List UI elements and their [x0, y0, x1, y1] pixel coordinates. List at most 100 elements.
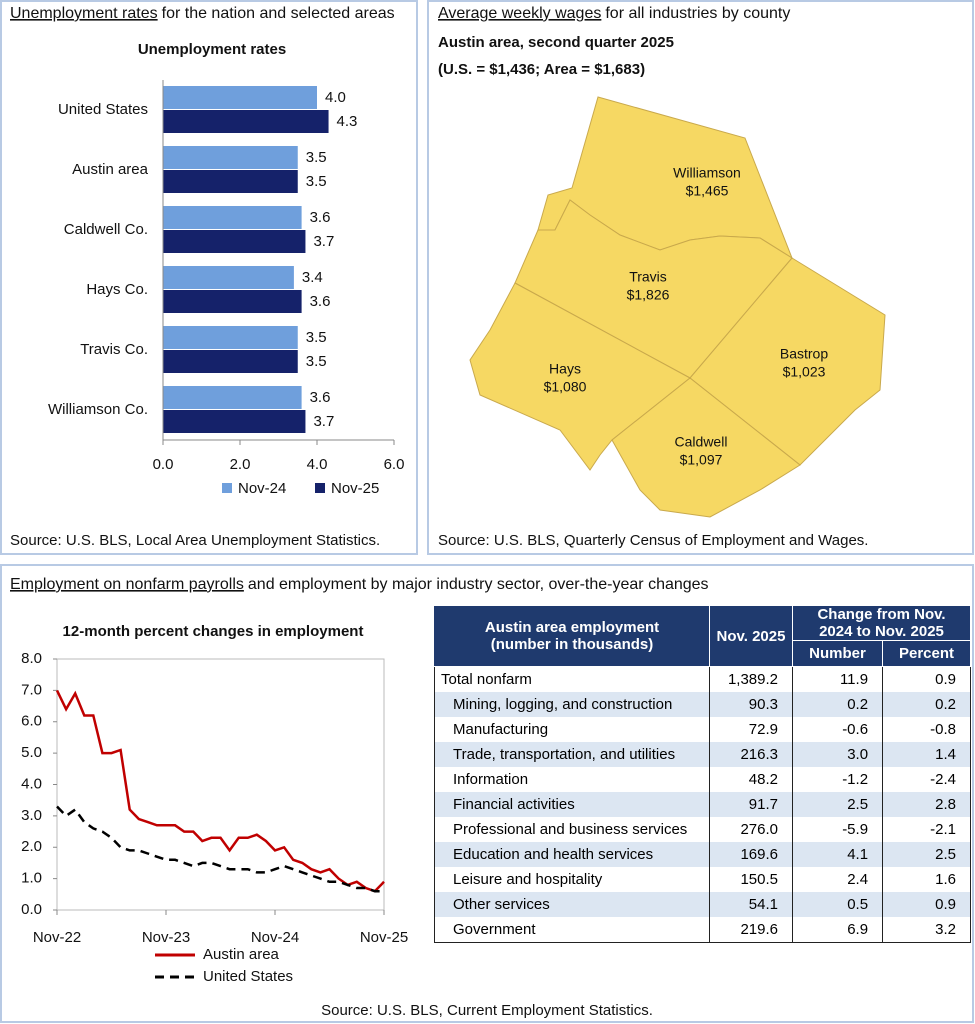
- county-wage: $1,097: [680, 452, 723, 468]
- table-cell: 11.9: [791, 666, 884, 692]
- bar: [163, 230, 306, 253]
- table-row: Financial activities 91.7 2.5 2.8: [434, 792, 971, 817]
- table-row: Mining, logging, and construction 90.3 0.2…: [434, 692, 971, 717]
- table-cell: 276.0: [709, 817, 793, 842]
- category-label: Caldwell Co.: [64, 221, 148, 238]
- bar: [163, 386, 302, 409]
- y-tick-label: 0.0: [21, 901, 42, 918]
- table-cell: 3.2: [882, 917, 971, 943]
- chart-title: Unemployment rates: [138, 41, 286, 58]
- county-wage: $1,465: [686, 183, 729, 199]
- table-cell: 72.9: [709, 717, 793, 742]
- county-name: Bastrop: [780, 346, 828, 362]
- table-cell: 3.0: [791, 742, 884, 767]
- bar: [163, 110, 329, 133]
- value-label: 3.6: [310, 293, 331, 310]
- table-cell: 2.5: [791, 792, 884, 817]
- x-tick-label: 2.0: [230, 456, 251, 473]
- table-cell: 1,389.2: [709, 666, 793, 692]
- source: Source: U.S. BLS, Current Employment Sta…: [321, 1002, 653, 1019]
- value-label: 4.0: [325, 89, 346, 106]
- table-cell: 2.4: [791, 867, 884, 892]
- legend-swatch: [222, 483, 232, 493]
- x-tick-label: 0.0: [153, 456, 174, 473]
- heading-link[interactable]: Average weekly wages: [438, 5, 601, 22]
- legend-swatch: [315, 483, 325, 493]
- table-cell: 6.9: [791, 917, 884, 943]
- header-row: Austin area employment (number in thousan…: [434, 605, 971, 667]
- panel-border: [427, 0, 974, 555]
- table-cell: 0.5: [791, 892, 884, 917]
- table-cell: Government: [434, 917, 710, 943]
- bar: [163, 326, 298, 349]
- panel-heading: Unemployment rates for the nation and sel…: [10, 5, 395, 22]
- table-cell: Financial activities: [434, 792, 710, 817]
- header-cell: Percent: [882, 640, 971, 667]
- table-cell: -0.6: [791, 717, 884, 742]
- table-cell: 219.6: [709, 917, 793, 943]
- y-tick-label: 7.0: [21, 681, 42, 698]
- table-cell: -2.4: [882, 767, 971, 792]
- category-label: Williamson Co.: [48, 401, 148, 418]
- table-cell: 2.5: [882, 842, 971, 867]
- table-cell: 91.7: [709, 792, 793, 817]
- county-name: Travis: [629, 269, 667, 285]
- table-cell: Total nonfarm: [434, 666, 710, 692]
- map-subtitle: Austin area, second quarter 2025: [438, 34, 674, 51]
- table-cell: 0.2: [791, 692, 884, 717]
- county-name: Hays: [549, 361, 581, 377]
- value-label: 3.6: [310, 389, 331, 406]
- y-tick-label: 4.0: [21, 775, 42, 792]
- value-label: 3.6: [310, 209, 331, 226]
- legend-label: United States: [203, 968, 293, 985]
- table-cell: -0.8: [882, 717, 971, 742]
- table-cell: 150.5: [709, 867, 793, 892]
- source: Source: U.S. BLS, Local Area Unemploymen…: [10, 532, 380, 549]
- series-line: [55, 689, 385, 893]
- table-cell: Information: [434, 767, 710, 792]
- header-cell: Change from Nov. 2024 to Nov. 2025: [792, 605, 971, 641]
- x-tick-label: 6.0: [384, 456, 405, 473]
- table-cell: Other services: [434, 892, 710, 917]
- header-cell: Number: [791, 640, 884, 667]
- bar: [163, 410, 306, 433]
- table-cell: -2.1: [882, 817, 971, 842]
- header-cell: Austin area employment (number in thousan…: [434, 605, 710, 667]
- x-tick-label: Nov-23: [142, 929, 190, 946]
- value-label: 4.3: [337, 113, 358, 130]
- value-label: 3.5: [306, 329, 327, 346]
- table-cell: Trade, transportation, and utilities: [434, 742, 710, 767]
- x-tick-label: Nov-24: [251, 929, 299, 946]
- map: [469, 96, 886, 518]
- legend-label: Austin area: [203, 946, 280, 963]
- y-tick-label: 2.0: [21, 838, 42, 855]
- table-cell: 1.4: [882, 742, 971, 767]
- heading-link[interactable]: Employment on nonfarm payrolls: [10, 576, 244, 593]
- table-row: Government 219.6 6.9 3.2: [434, 917, 971, 943]
- table-cell: 4.1: [791, 842, 884, 867]
- table-cell: 0.2: [882, 692, 971, 717]
- category-label: Travis Co.: [80, 341, 148, 358]
- employment-table: Austin area employment (number in thousan…: [434, 605, 971, 943]
- table-cell: 2.8: [882, 792, 971, 817]
- header-row: Number Percent: [435, 640, 971, 667]
- table-cell: 169.6: [709, 842, 793, 867]
- table-cell: 48.2: [709, 767, 793, 792]
- county-name: Caldwell: [675, 434, 728, 450]
- table-cell: Mining, logging, and construction: [434, 692, 710, 717]
- table-cell: -5.9: [791, 817, 884, 842]
- bar: [163, 290, 302, 313]
- value-label: 3.5: [306, 173, 327, 190]
- table-row: Trade, transportation, and utilities 216.…: [434, 742, 971, 767]
- table-cell: 90.3: [709, 692, 793, 717]
- heading-link[interactable]: Unemployment rates: [10, 5, 158, 22]
- county-wage: $1,826: [627, 287, 670, 303]
- bar: [163, 170, 298, 193]
- value-label: 3.5: [306, 149, 327, 166]
- heading-text: for the nation and selected areas: [162, 5, 395, 22]
- county-wage: $1,023: [783, 364, 826, 380]
- table-cell: 1.6: [882, 867, 971, 892]
- bar: [163, 350, 298, 373]
